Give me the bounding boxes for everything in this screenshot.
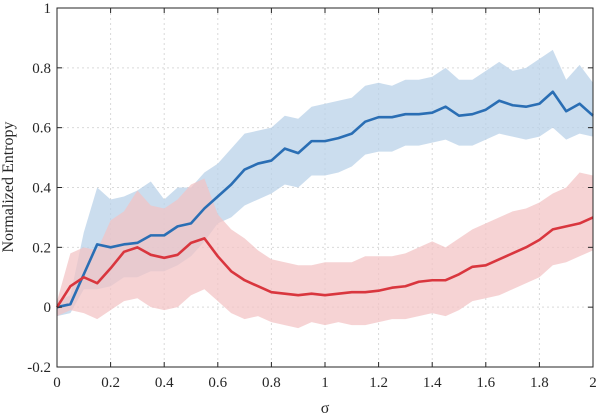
x-tick-label: 1.8	[530, 375, 549, 391]
y-tick-label: 0.8	[32, 61, 51, 77]
x-tick-label: 1.2	[369, 375, 388, 391]
series-lines	[55, 90, 594, 309]
x-tick-label: 1.6	[476, 375, 495, 391]
x-tick-label: 0.6	[208, 375, 227, 391]
y-tick-label: 0.6	[32, 121, 51, 137]
y-axis-label: Normalized Entropy	[0, 121, 17, 252]
y-tick-label: 0.2	[32, 240, 51, 256]
x-tick-label: 1	[321, 375, 329, 391]
x-tick-label: 0.4	[155, 375, 174, 391]
x-tick-label: 0.8	[262, 375, 281, 391]
y-tick-label: 0.4	[32, 181, 51, 197]
series-2-band	[57, 172, 593, 329]
axis-ticks: 0 0.2 0.4 0.6 0.8 1 1.2 1.4 1.6 1.8 2-0.200.20.40.…	[27, 1, 597, 391]
y-tick-label: -0.2	[27, 360, 51, 376]
y-tick-label: 0	[44, 300, 52, 316]
x-tick-label: 1.4	[423, 375, 442, 391]
x-tick-label: 0.2	[101, 375, 120, 391]
x-tick-label: 0	[53, 375, 61, 391]
series-1-line	[56, 90, 594, 309]
x-axis-label: σ	[321, 400, 330, 417]
y-tick-label: 1	[44, 1, 52, 17]
series-2-line	[55, 216, 594, 308]
x-tick-label: 2	[589, 375, 597, 391]
